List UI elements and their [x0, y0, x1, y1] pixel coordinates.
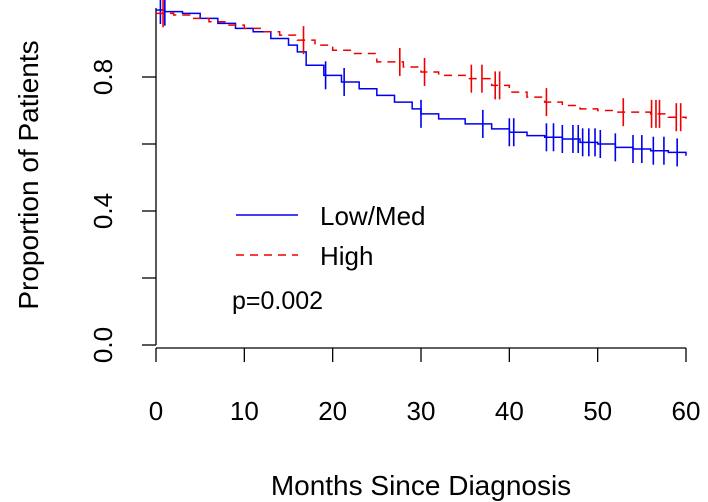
x-tick-label: 50: [583, 396, 612, 426]
legend: Low/Med High: [236, 201, 426, 271]
legend-label-high: High: [320, 241, 373, 271]
series-group: [156, 0, 687, 167]
x-tick-label: 10: [230, 396, 259, 426]
x-tick-label: 30: [407, 396, 436, 426]
legend-label-low-med: Low/Med: [320, 201, 426, 231]
x-ticks: 0 10 20 30 40 50 60: [149, 348, 701, 426]
y-tick-label: 0.4: [88, 193, 118, 229]
y-tick-label: 0.0: [88, 327, 118, 363]
y-axis-title: Proportion of Patients: [13, 40, 44, 309]
x-tick-label: 40: [495, 396, 524, 426]
p-value-annotation: p=0.002: [232, 287, 323, 315]
x-axis-title: Months Since Diagnosis: [271, 470, 571, 501]
x-tick-label: 60: [672, 396, 701, 426]
x-tick-label: 0: [149, 396, 163, 426]
y-tick-label: 0.8: [88, 59, 118, 95]
y-ticks: 0.0 0.4 0.8: [88, 59, 156, 363]
km-curve-low-med: [156, 9, 687, 156]
x-tick-label: 20: [318, 396, 347, 426]
km-curve-high: [156, 12, 687, 119]
